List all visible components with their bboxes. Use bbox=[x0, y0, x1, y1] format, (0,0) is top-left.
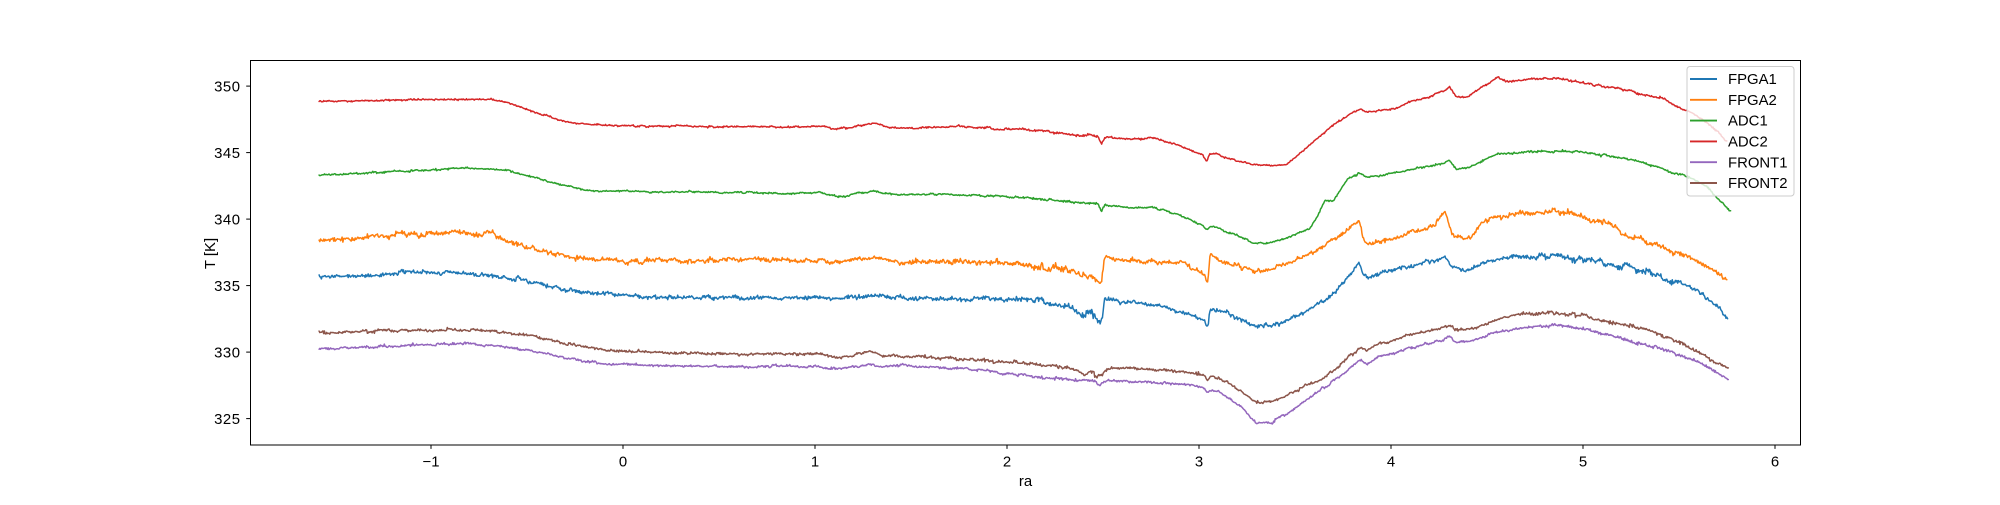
svg-text:ADC1: ADC1 bbox=[1728, 114, 1768, 130]
svg-text:0: 0 bbox=[619, 455, 627, 471]
svg-text:FRONT1: FRONT1 bbox=[1728, 155, 1788, 171]
svg-text:4: 4 bbox=[1387, 455, 1395, 471]
svg-text:5: 5 bbox=[1579, 455, 1587, 471]
svg-text:6: 6 bbox=[1771, 455, 1779, 471]
svg-text:350: 350 bbox=[214, 79, 240, 95]
svg-text:325: 325 bbox=[214, 412, 240, 428]
svg-text:330: 330 bbox=[214, 345, 240, 361]
svg-text:3: 3 bbox=[1195, 455, 1203, 471]
svg-text:1: 1 bbox=[811, 455, 819, 471]
svg-text:2: 2 bbox=[1003, 455, 1011, 471]
svg-text:335: 335 bbox=[214, 279, 240, 295]
svg-text:ADC2: ADC2 bbox=[1728, 135, 1768, 151]
svg-text:FRONT2: FRONT2 bbox=[1728, 176, 1788, 192]
svg-text:FPGA1: FPGA1 bbox=[1728, 72, 1777, 88]
svg-text:FPGA2: FPGA2 bbox=[1728, 93, 1777, 109]
svg-text:340: 340 bbox=[214, 212, 240, 228]
svg-text:345: 345 bbox=[214, 146, 240, 162]
svg-text:−1: −1 bbox=[423, 455, 440, 471]
svg-text:ra: ra bbox=[1019, 474, 1033, 490]
svg-text:T [K]: T [K] bbox=[203, 238, 219, 269]
